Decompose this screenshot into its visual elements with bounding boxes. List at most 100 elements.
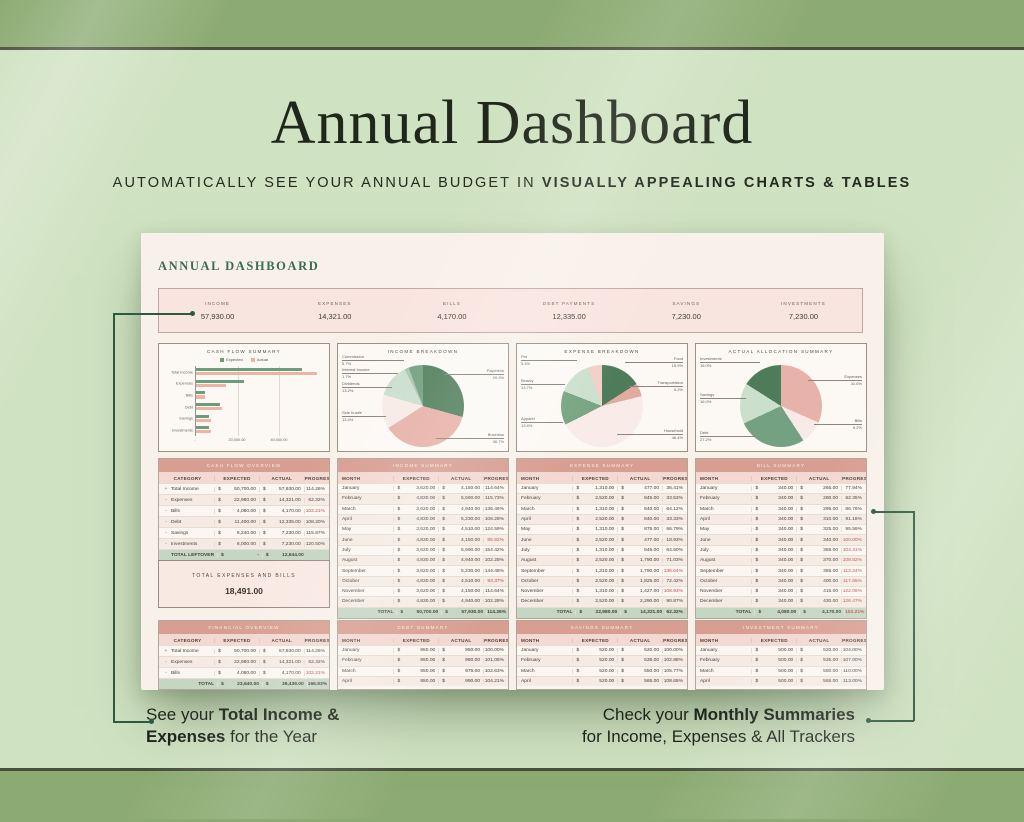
pie-label-pet: Pet 5.4% — [521, 354, 577, 366]
right-callout-dot — [871, 509, 876, 514]
table-row: August $2,520.00 $1,790.00 71.03% — [517, 555, 687, 566]
table-row: December $2,520.00 $2,290.00 90.87% — [517, 596, 687, 607]
table-row: + Total Income $50,700.00 $57,930.00 114.26% — [159, 483, 329, 494]
income-breakdown-pie — [382, 365, 464, 447]
tables-row-2: FINANCIAL OVERVIEW CATEGORY EXPECTED ACTUAL… — [158, 620, 867, 690]
table-row: March $1,310.00 $840.00 64.12% — [517, 503, 687, 514]
total-expenses-and-bills-box: TOTAL EXPENSES AND BILLS 18,491.00 — [158, 560, 330, 608]
table-row: March $950.00 $975.00 102.63% — [338, 665, 508, 676]
pie-label-investments: Investments 16.0% — [700, 356, 760, 368]
table-row: July $1,310.00 $845.00 64.50% — [517, 544, 687, 556]
table-row: April $2,520.00 $840.00 33.33% — [517, 513, 687, 525]
table-row: June $2,520.00 $477.00 18.93% — [517, 534, 687, 545]
table-row: September $1,310.00 $1,790.00 136.64% — [517, 565, 687, 576]
investment-summary-table: INVESTMENT SUMMARY MONTH EXPECTED ACTUAL PRO… — [695, 620, 867, 690]
pie-label-interest-income: Interest Income 1.7% — [342, 367, 398, 379]
table-row: February $340.00 $280.00 82.35% — [696, 493, 866, 504]
table-total-row: TOTAL $22,980.00 $14,321.00 62.32% — [517, 606, 687, 619]
table-total-row: TOTAL LEFTOVER $ - $12,644.00 — [159, 549, 329, 560]
right-callout-line — [913, 511, 915, 721]
right-callout-line — [870, 720, 914, 722]
total-box-value: 18,491.00 — [225, 586, 263, 596]
table-row: - Bills $4,080.00 $4,170.00 102.21% — [159, 667, 329, 678]
table-row: February $4,830.00 $5,590.00 115.73% — [338, 493, 508, 504]
pie-label-apparel: Apparel 13.4% — [521, 416, 563, 428]
charts-row: CASH FLOW SUMMARY Expected Actual Total … — [158, 343, 867, 452]
page-title: Annual Dashboard — [270, 89, 754, 157]
table-row: November $340.00 $415.00 122.06% — [696, 585, 866, 597]
dashboard-panel: ANNUAL DASHBOARD INCOME 57,930.00 EXPENSES… — [141, 233, 884, 690]
table-total-row: TOTAL $23,640.00 $39,439.00 166.83% — [159, 678, 329, 689]
table-row: March $3,620.00 $4,940.00 136.46% — [338, 503, 508, 514]
bar-chart-axis: - 20,000.00 40,000.00 — [194, 438, 321, 444]
table-row: April $340.00 $310.00 91.18% — [696, 513, 866, 525]
right-callout-line — [874, 511, 914, 513]
table-row: April $500.00 $565.00 113.00% — [696, 675, 866, 687]
table-row: - Expenses $22,980.00 $14,321.00 62.32% — [159, 494, 329, 505]
table-row: July $340.00 $355.00 104.41% — [696, 544, 866, 556]
pie-label-side-hustle: Side hustle 13.4% — [342, 410, 386, 422]
table-row: June $4,830.00 $4,150.00 85.92% — [338, 534, 508, 545]
table-row: October $340.00 $400.00 117.65% — [696, 575, 866, 586]
chart-title: ACTUAL ALLOCATION SUMMARY — [728, 349, 834, 354]
table-row: - Bills $4,080.00 $4,170.00 102.21% — [159, 505, 329, 516]
table-row: March $520.00 $550.00 105.77% — [517, 665, 687, 676]
kpi-cell: INVESTMENTS 7,230.00 — [781, 300, 826, 321]
kpi-cell: DEBT PAYMENTS 12,335.00 — [542, 300, 596, 321]
table-row: June $340.00 $340.00 100.00% — [696, 534, 866, 545]
table-row: - Debt $11,400.00 $12,335.00 108.20% — [159, 516, 329, 527]
pie-label-transportation: Transportation 5.2% — [629, 380, 683, 392]
left-callout-dot — [190, 311, 195, 316]
bar-group: Bills — [186, 389, 321, 401]
table-total-row: TOTAL $50,700.00 $57,930.00 114.26% — [338, 606, 508, 619]
axis-tick: 20,000.00 — [228, 438, 246, 442]
pie-label-savings: Savings 16.0% — [700, 392, 746, 404]
table-row: April $950.00 $990.00 104.21% — [338, 675, 508, 687]
table-row: January $340.00 $265.00 77.94% — [696, 483, 866, 494]
bar-group: Debt — [185, 401, 321, 413]
debt-summary-table: DEBT SUMMARYMONTHEXPECTEDACTUALPROGRESSJ… — [337, 620, 509, 690]
table-row: February $500.00 $535.00 107.00% — [696, 655, 866, 666]
table-row: December $340.00 $430.00 126.47% — [696, 596, 866, 607]
bar-chart-plot: Total Income Expenses Bills Debt Savings Inve… — [171, 366, 321, 436]
table-total-row: TOTAL $4,080.00 $4,170.00 102.21% — [696, 606, 866, 619]
table-row: - Expenses $22,980.00 $14,321.00 62.32% — [159, 656, 329, 667]
total-box-title: TOTAL EXPENSES AND BILLS — [191, 573, 297, 579]
chart-title: CASH FLOW SUMMARY — [206, 349, 282, 354]
left-callout-line — [113, 721, 151, 723]
left-callout-dot — [149, 719, 154, 724]
cash-flow-summary-chart: CASH FLOW SUMMARY Expected Actual Total … — [158, 343, 330, 452]
table-row: January $3,620.00 $4,150.00 114.64% — [338, 483, 508, 494]
bar-group: Expenses — [176, 378, 321, 390]
pie-label-business: Business 36.7% — [436, 432, 504, 444]
callout-left-text: See your Total Income & Expenses for the … — [146, 705, 340, 746]
table-row: September $340.00 $385.00 113.24% — [696, 565, 866, 576]
bottom-green-strip — [0, 768, 1024, 822]
income-summary-table: INCOME SUMMARY MONTH EXPECTED ACTUAL PROGRES… — [337, 458, 509, 620]
pie-label-household: Household 46.4% — [617, 428, 683, 440]
kpi-cell: INCOME 57,930.00 — [200, 300, 235, 321]
pie-label-beauty: Beauty 13.7% — [521, 378, 565, 390]
bar-group: Total Income — [171, 366, 321, 378]
table-row: May $340.00 $325.00 95.59% — [696, 524, 866, 535]
legend-expected-swatch — [220, 357, 225, 362]
gridline — [279, 366, 281, 436]
chart-title: INCOME BREAKDOWN — [387, 349, 459, 354]
gridline — [237, 366, 239, 436]
table-row: May $3,620.00 $4,510.00 124.59% — [338, 524, 508, 535]
pie-label-bills: Bills 9.2% — [814, 418, 862, 430]
pie-label-dividends: Dividends 13.2% — [342, 381, 392, 393]
table-row: September $3,620.00 $5,230.00 144.48% — [338, 565, 508, 576]
bill-summary-table: BILL SUMMARYMONTHEXPECTEDACTUALPROGRESSJ… — [695, 458, 867, 620]
table-row: February $520.00 $535.00 102.88% — [517, 655, 687, 666]
chart-legend: Expected Actual — [159, 357, 329, 362]
pie-label-paycheck: Paycheck 29.3% — [444, 368, 504, 380]
legend-actual-swatch — [250, 357, 255, 362]
table-row: March $500.00 $550.00 110.00% — [696, 665, 866, 676]
chart-title: EXPENSE BREAKDOWN — [564, 349, 640, 354]
left-callout-line — [113, 313, 115, 722]
table-row: November $1,310.00 $1,427.00 108.93% — [517, 585, 687, 597]
axis-tick: 40,000.00 — [270, 438, 288, 442]
table-row: - Savings $6,240.00 $7,230.00 115.87% — [159, 527, 329, 538]
cash-flow-overview-table: CASH FLOW OVERVIEW CATEGORY EXPECTED ACTUAL… — [158, 458, 330, 561]
